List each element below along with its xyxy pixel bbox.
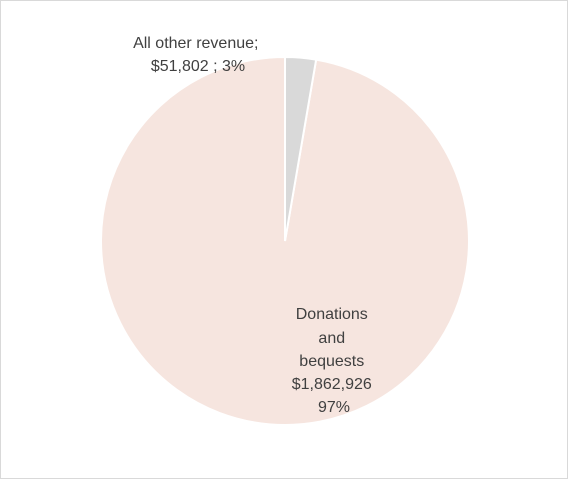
pie-slice-other-revenue (284, 55, 318, 242)
slice-label-donations: Donations and bequests $1,862,926 97% (292, 306, 377, 416)
pie-slices (100, 55, 470, 426)
slice-label-other-revenue: All other revenue; $51,802 ; 3% (133, 35, 263, 75)
